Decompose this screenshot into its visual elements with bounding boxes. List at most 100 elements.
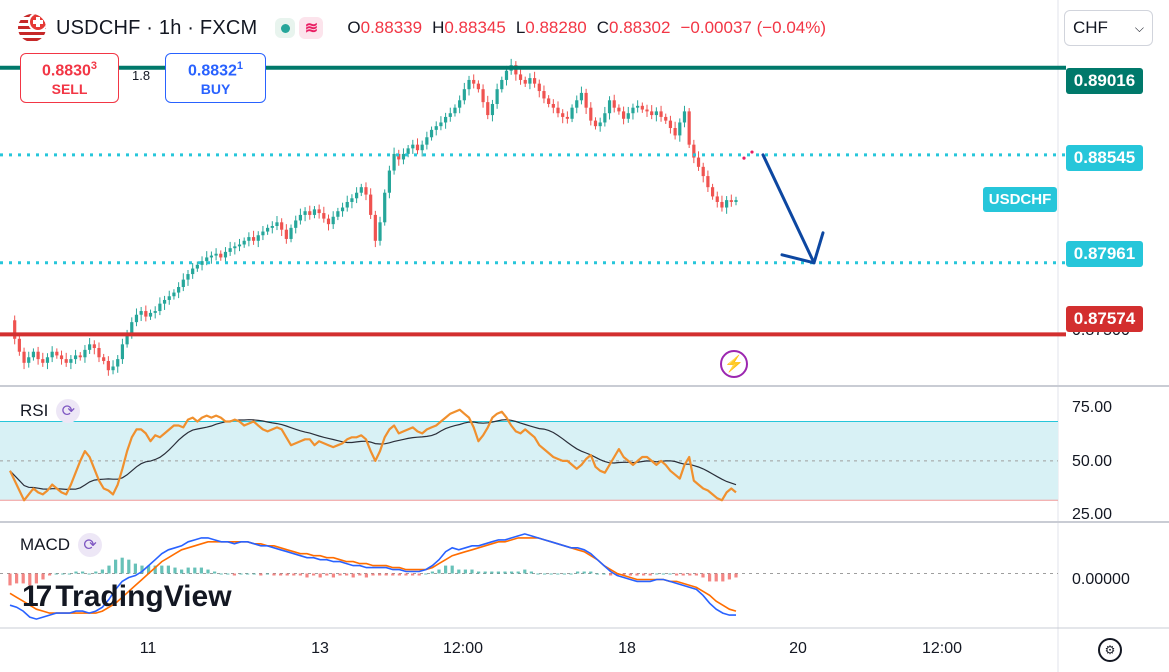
macd-histogram-bar <box>133 563 137 574</box>
usd-chf-flag-icon <box>18 14 46 42</box>
refresh-icon[interactable]: ⟳ <box>78 533 103 557</box>
candle-body <box>444 116 448 123</box>
macd-histogram-bar <box>543 573 547 575</box>
candle-body <box>565 116 569 119</box>
rsi-label: RSI <box>20 401 49 420</box>
candle-body <box>556 107 560 114</box>
candle-body <box>715 196 719 202</box>
macd-histogram-bar <box>331 573 335 578</box>
macd-histogram-bar <box>246 573 250 575</box>
refresh-icon[interactable]: ⟳ <box>56 399 81 423</box>
macd-histogram-bar <box>94 571 98 574</box>
lightning-icon[interactable]: ⚡ <box>720 350 748 378</box>
currency-select[interactable]: CHF ⌵ <box>1064 10 1153 46</box>
candle-body <box>373 214 377 241</box>
candle-body <box>429 129 434 138</box>
macd-histogram-bar <box>609 573 613 576</box>
candle-body <box>458 100 462 108</box>
buy-button[interactable]: 0.88321 BUY <box>165 53 266 103</box>
candle-body <box>275 222 279 227</box>
candle-body <box>490 103 495 116</box>
macd-histogram-bar <box>688 573 692 576</box>
candle-body <box>617 107 621 112</box>
candle-body <box>720 201 724 208</box>
resistance-price-label[interactable]: 0.89016 <box>1066 68 1143 94</box>
macd-histogram-bar <box>549 573 553 575</box>
candle-body <box>83 349 87 358</box>
wave-icon[interactable]: ≋ <box>299 17 324 39</box>
macd-histogram-bar <box>265 573 269 575</box>
candle-body <box>317 209 321 214</box>
macd-histogram-bar <box>100 569 104 574</box>
support-price-label[interactable]: 0.87574 <box>1066 306 1143 332</box>
macd-histogram-bar <box>424 573 428 575</box>
macd-histogram-bar <box>503 571 507 574</box>
market-open-icon <box>275 18 296 38</box>
candle-body <box>45 357 50 363</box>
chevron-down-icon: ⌵ <box>1134 20 1144 35</box>
macd-histogram-bar <box>219 573 223 575</box>
macd-histogram-bar <box>595 573 599 575</box>
candle-body <box>289 227 293 239</box>
rsi-legend[interactable]: RSI ⟳ <box>20 399 81 423</box>
marker-dot <box>742 156 746 160</box>
candle-body <box>725 200 729 208</box>
macd-histogram-bar <box>41 573 45 580</box>
forecast-arrow <box>761 153 816 265</box>
candle-body <box>55 351 59 356</box>
buy-price: 0.8832 <box>187 62 237 80</box>
macd-histogram-bar <box>529 571 533 574</box>
sell-button[interactable]: 0.88303 SELL <box>20 53 119 103</box>
candle-body <box>472 79 476 84</box>
settings-icon[interactable]: ⚙ <box>1098 638 1122 662</box>
macd-histogram-bar <box>345 573 349 576</box>
candle-body <box>425 137 429 145</box>
candle-body <box>340 207 345 212</box>
candle-body <box>467 79 471 90</box>
rsi-tick-25: 25.00 <box>1072 506 1113 523</box>
macd-histogram-bar <box>371 573 375 576</box>
candle-body <box>462 89 466 101</box>
candle-body <box>542 91 546 99</box>
candle-body <box>575 100 579 108</box>
candle-body <box>237 244 242 247</box>
macd-histogram-bar <box>147 565 151 574</box>
currency-value: CHF <box>1073 18 1108 37</box>
chart-header: USDCHF · 1h · FXCM ≋ O0.88339 H0.88345 L… <box>18 14 826 42</box>
rsi-tick-50: 50.00 <box>1072 453 1113 470</box>
buy-label: BUY <box>200 81 231 98</box>
macd-histogram-bar <box>391 573 395 576</box>
macd-histogram-bar <box>496 571 500 574</box>
macd-tick-zero: 0.00000 <box>1072 571 1130 588</box>
macd-legend[interactable]: MACD ⟳ <box>20 533 103 557</box>
candle-body <box>144 311 148 317</box>
upper-level-price-label[interactable]: 0.88545 <box>1066 145 1143 171</box>
macd-histogram-bar <box>252 573 256 575</box>
candle-body <box>476 83 480 90</box>
macd-histogram-bar <box>661 573 665 575</box>
tradingview-mark-icon: 17 <box>22 580 52 613</box>
candle-body <box>27 357 31 363</box>
candle-body <box>654 111 658 116</box>
macd-histogram-bar <box>378 573 382 576</box>
lower-level-price-label[interactable]: 0.87961 <box>1066 241 1143 267</box>
candle-body <box>162 299 167 304</box>
candle-body <box>706 176 710 188</box>
candle-body <box>350 198 354 202</box>
macd-histogram-bar <box>186 567 190 574</box>
macd-histogram-bar <box>516 571 520 574</box>
macd-histogram-bar <box>635 573 639 576</box>
candle-body <box>205 257 209 262</box>
macd-histogram-bar <box>199 567 203 574</box>
candle-body <box>659 111 663 117</box>
candle-body <box>177 287 181 293</box>
macd-histogram-bar <box>655 573 659 575</box>
macd-histogram-bar <box>239 573 243 575</box>
macd-histogram-bar <box>21 573 25 584</box>
macd-histogram-bar <box>602 573 606 575</box>
candle-body <box>570 107 574 119</box>
symbol-title[interactable]: USDCHF · 1h · FXCM <box>56 16 258 39</box>
macd-histogram-bar <box>15 573 19 584</box>
candle-body <box>710 187 715 197</box>
